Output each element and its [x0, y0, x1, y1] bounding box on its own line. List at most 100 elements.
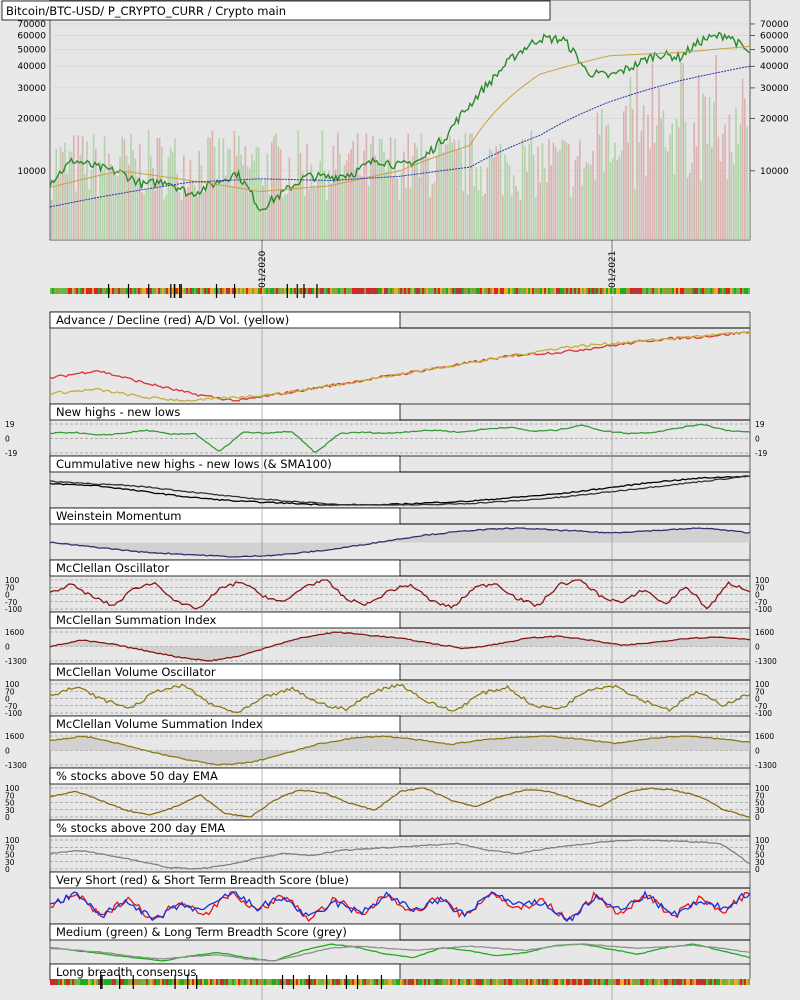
strip-cell: [418, 979, 420, 985]
volume-bar: [332, 145, 335, 240]
volume-bar: [352, 140, 354, 240]
panel-y-tick-label: 70: [755, 843, 765, 852]
volume-bar: [266, 153, 269, 240]
strip-cell: [516, 288, 518, 294]
volume-bar: [90, 170, 93, 240]
strip-cell: [250, 979, 252, 985]
panel-y-tick-label: 70: [5, 687, 15, 696]
volume-bar: [532, 155, 535, 240]
panel-title-box: [49, 455, 401, 473]
strip-cell: [404, 979, 406, 985]
strip-cell: [396, 288, 398, 294]
strip-cell: [228, 288, 230, 294]
strip-cell: [492, 288, 494, 294]
strip-cell: [94, 288, 96, 294]
strip-cell: [150, 288, 152, 294]
panel-y-tick-label: 100: [755, 680, 770, 689]
strip-cell: [708, 979, 710, 985]
strip-cell: [658, 979, 660, 985]
volume-bar: [246, 166, 249, 240]
strip-cell: [184, 288, 186, 294]
panel-y-tick-label: -100: [5, 605, 22, 614]
volume-bar: [163, 199, 165, 240]
panel-y-tick-label: 50: [755, 851, 765, 860]
price-y-tick-label: 50000: [17, 45, 46, 55]
strip-cell: [416, 979, 418, 985]
strip-marker: [215, 284, 218, 298]
strip-cell: [400, 288, 402, 294]
panel-11: Medium (green) & Long Term Breadth Score…: [49, 923, 751, 964]
volume-bar: [66, 173, 68, 240]
volume-bar: [312, 185, 315, 240]
strip-cell: [420, 288, 422, 294]
strip-cell: [376, 288, 378, 294]
volume-bar: [108, 153, 110, 240]
strip-cell: [702, 288, 704, 294]
strip-cell: [702, 979, 704, 985]
strip-cell: [552, 979, 554, 985]
volume-bar: [462, 191, 464, 240]
strip-cell: [222, 288, 224, 294]
panel-series-line: [49, 683, 751, 713]
volume-bar: [704, 96, 706, 241]
volume-bar: [55, 148, 57, 240]
volume-bar: [337, 132, 339, 240]
strip-cell: [558, 979, 560, 985]
strip-cell: [92, 288, 94, 294]
strip-cell: [530, 979, 532, 985]
volume-bar: [660, 118, 662, 240]
strip-cell: [742, 979, 744, 985]
price-y-tick-label: 60000: [760, 32, 789, 42]
volume-bar: [519, 199, 522, 240]
strip-cell: [278, 288, 280, 294]
strip-cell: [276, 288, 278, 294]
strip-cell: [418, 288, 420, 294]
volume-bar: [359, 174, 361, 240]
volume-bar: [257, 147, 260, 240]
strip-cell: [546, 288, 548, 294]
strip-cell: [628, 979, 630, 985]
strip-cell: [688, 979, 690, 985]
volume-bar: [152, 168, 154, 240]
strip-cell: [730, 979, 732, 985]
volume-bar: [381, 138, 383, 240]
panel-3: Weinstein Momentum: [49, 507, 751, 560]
strip-cell: [322, 979, 324, 985]
strip-cell: [294, 288, 296, 294]
strip-cell: [192, 288, 194, 294]
volume-bar: [581, 185, 583, 240]
strip-cell: [490, 288, 492, 294]
volume-bar: [156, 138, 159, 240]
strip-cell: [628, 288, 630, 294]
strip-cell: [450, 288, 452, 294]
strip-cell: [298, 979, 300, 985]
volume-bar: [728, 114, 731, 240]
volume-bar: [436, 156, 438, 240]
strip-cell: [284, 979, 286, 985]
strip-cell: [180, 979, 182, 985]
strip-cell: [648, 979, 650, 985]
strip-cell: [742, 288, 744, 294]
strip-cell: [382, 288, 384, 294]
volume-bar: [251, 153, 253, 240]
strip-cell: [456, 979, 458, 985]
strip-cell: [612, 979, 614, 985]
volume-bar: [702, 93, 704, 240]
panel-title: McClellan Volume Oscillator: [56, 665, 216, 679]
strip-cell: [68, 979, 70, 985]
strip-cell: [138, 288, 140, 294]
strip-cell: [704, 288, 706, 294]
strip-cell: [200, 288, 202, 294]
strip-cell: [304, 979, 306, 985]
strip-cell: [478, 288, 480, 294]
price-y-ticks-right: 70000 60000 50000 40000 30000 20000 10000: [750, 20, 789, 177]
strip-cell: [394, 288, 396, 294]
strip-cell: [556, 979, 558, 985]
strip-cell: [678, 288, 680, 294]
strip-cell: [172, 288, 174, 294]
strip-cell: [580, 288, 582, 294]
strip-cell: [196, 288, 198, 294]
panel-title-box: [49, 611, 401, 629]
strip-cell: [560, 288, 562, 294]
price-y-tick-label: 20000: [760, 115, 789, 125]
